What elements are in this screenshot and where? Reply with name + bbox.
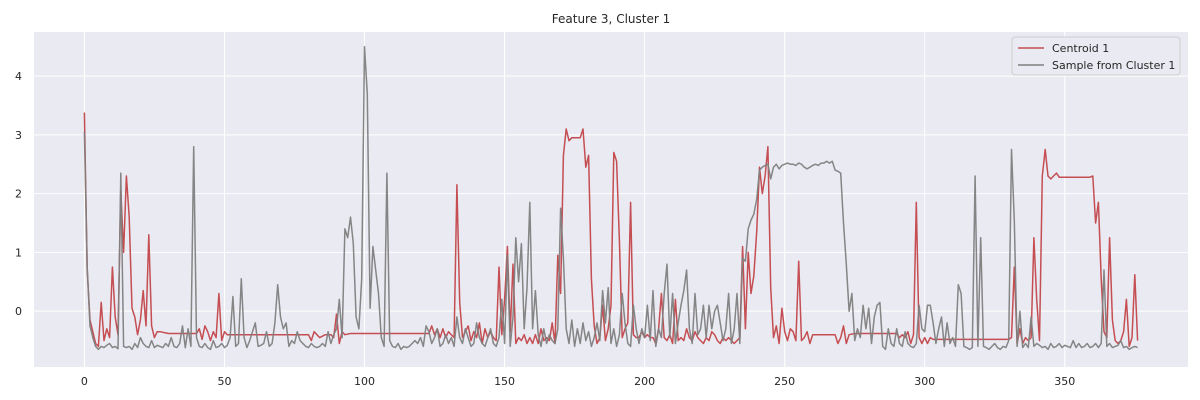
- chart-title: Feature 3, Cluster 1: [552, 12, 670, 26]
- x-tick-label: 350: [1054, 375, 1075, 388]
- y-axis-ticks: 0 1 2 3 4: [15, 70, 22, 318]
- x-tick-label: 250: [774, 375, 795, 388]
- x-tick-label: 300: [914, 375, 935, 388]
- series-layer: [83, 45, 1139, 351]
- x-tick-label: 0: [81, 375, 88, 388]
- y-tick-label: 1: [15, 246, 22, 259]
- x-axis-ticks: 0 50 100 150 200 250 300 350: [81, 375, 1075, 388]
- centroid-series-line: [83, 112, 1139, 348]
- y-tick-label: 4: [15, 70, 22, 83]
- y-tick-label: 3: [15, 129, 22, 142]
- sample-series-line: [83, 45, 1138, 351]
- x-tick-label: 50: [217, 375, 231, 388]
- legend: Centroid 1 Sample from Cluster 1: [1011, 36, 1181, 76]
- plot-background: [34, 32, 1188, 367]
- legend-label-centroid: Centroid 1: [1052, 42, 1109, 55]
- y-tick-label: 0: [15, 305, 22, 318]
- legend-box: [1011, 36, 1181, 76]
- x-tick-label: 150: [494, 375, 515, 388]
- y-tick-label: 2: [15, 188, 22, 201]
- x-tick-label: 100: [354, 375, 375, 388]
- x-tick-label: 200: [634, 375, 655, 388]
- legend-label-sample: Sample from Cluster 1: [1052, 59, 1175, 72]
